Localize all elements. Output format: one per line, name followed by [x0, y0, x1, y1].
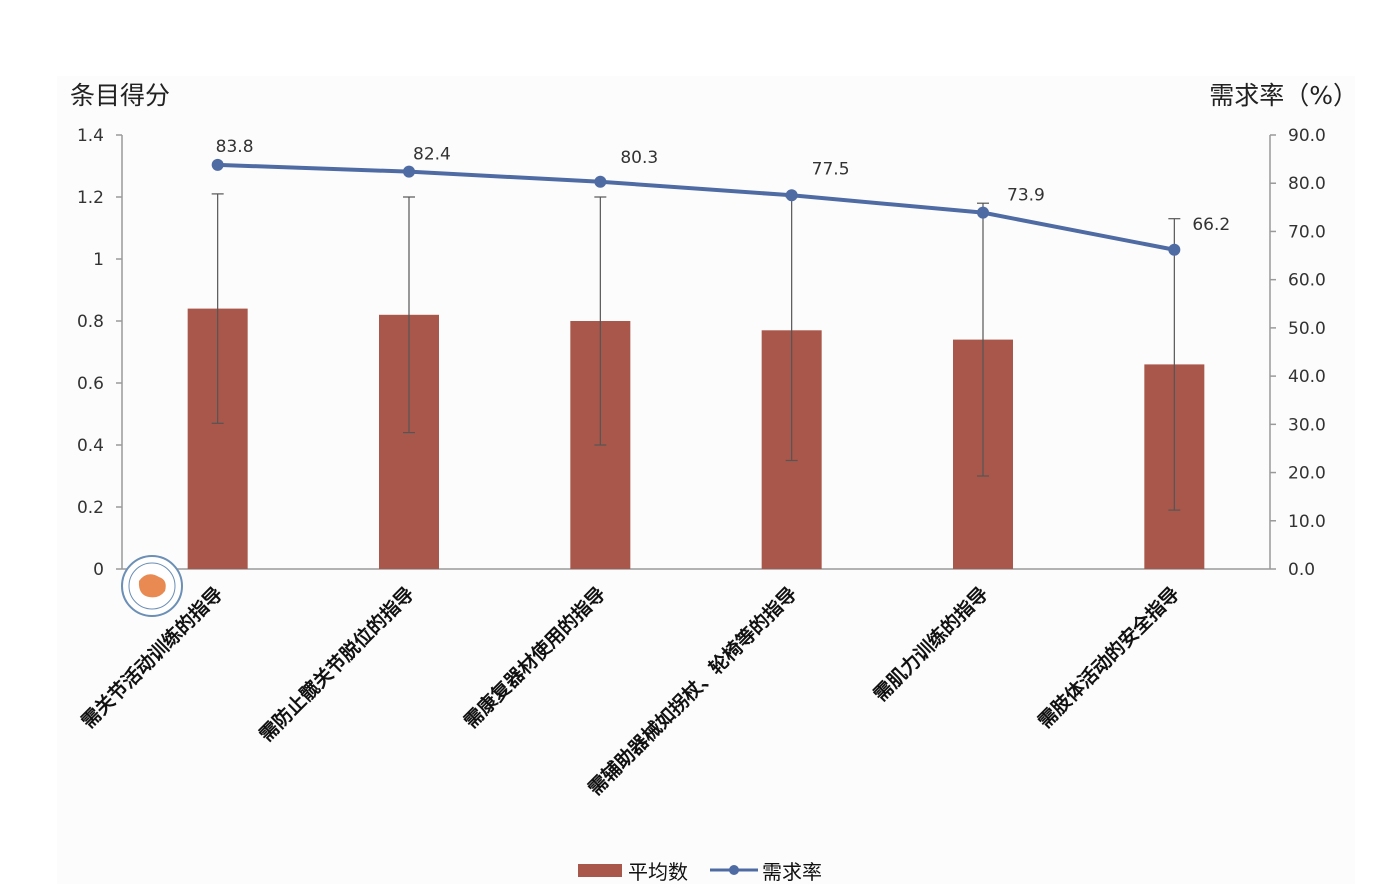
category-label: 需辅助器械如拐杖、轮椅等的指导: [583, 582, 801, 800]
right-tick-label: 40.0: [1288, 367, 1326, 387]
right-tick-label: 10.0: [1288, 512, 1326, 532]
left-tick-label: 0.6: [77, 374, 104, 394]
left-tick-label: 0.4: [77, 436, 104, 456]
right-tick-label: 20.0: [1288, 464, 1326, 484]
legend-line-marker: [729, 865, 739, 875]
category-label: 需康复器材使用的指导: [459, 582, 610, 733]
right-tick-label: 80.0: [1288, 174, 1326, 194]
right-tick-label: 70.0: [1288, 222, 1326, 242]
line-point: [594, 175, 607, 188]
right-axis-title: 需求率（%）: [1209, 81, 1358, 110]
line-point: [1168, 243, 1181, 256]
data-label: 80.3: [620, 148, 658, 168]
demand-rate-line: [217, 162, 1175, 252]
data-label: 66.2: [1192, 215, 1230, 235]
right-tick-label: 90.0: [1288, 126, 1326, 146]
association-logo-icon: [121, 555, 183, 617]
left-axis-title: 条目得分: [70, 81, 170, 110]
left-tick-label: 1.4: [77, 126, 104, 146]
left-tick-label: 1: [93, 250, 104, 270]
line-point: [403, 165, 415, 178]
legend-bar-swatch: [578, 864, 622, 877]
line-point: [211, 158, 224, 171]
data-label: 83.8: [216, 137, 254, 157]
right-tick-label: 50.0: [1288, 319, 1326, 339]
left-tick-label: 1.2: [77, 188, 104, 208]
line-point: [785, 189, 798, 202]
category-label: 需肌力训练的指导: [869, 582, 993, 706]
category-label: 需防止髋关节脱位的指导: [254, 582, 418, 746]
chart-area: [57, 76, 1355, 884]
data-label: 82.4: [413, 145, 451, 165]
right-tick-label: 60.0: [1288, 271, 1326, 291]
left-tick-label: 0: [93, 560, 104, 580]
data-label: 77.5: [812, 159, 850, 179]
legend-line-label: 需求率: [762, 860, 822, 884]
left-tick-label: 0.8: [77, 312, 104, 332]
category-label: 需肢体活动的安全指导: [1033, 582, 1184, 733]
line-point: [977, 206, 989, 219]
right-tick-label: 30.0: [1288, 415, 1326, 435]
data-label: 73.9: [1007, 186, 1045, 206]
left-tick-label: 0.2: [77, 498, 104, 518]
legend-bar-label: 平均数: [628, 860, 688, 884]
legend: 平均数 需求率: [578, 860, 822, 884]
right-tick-label: 0.0: [1288, 560, 1315, 580]
